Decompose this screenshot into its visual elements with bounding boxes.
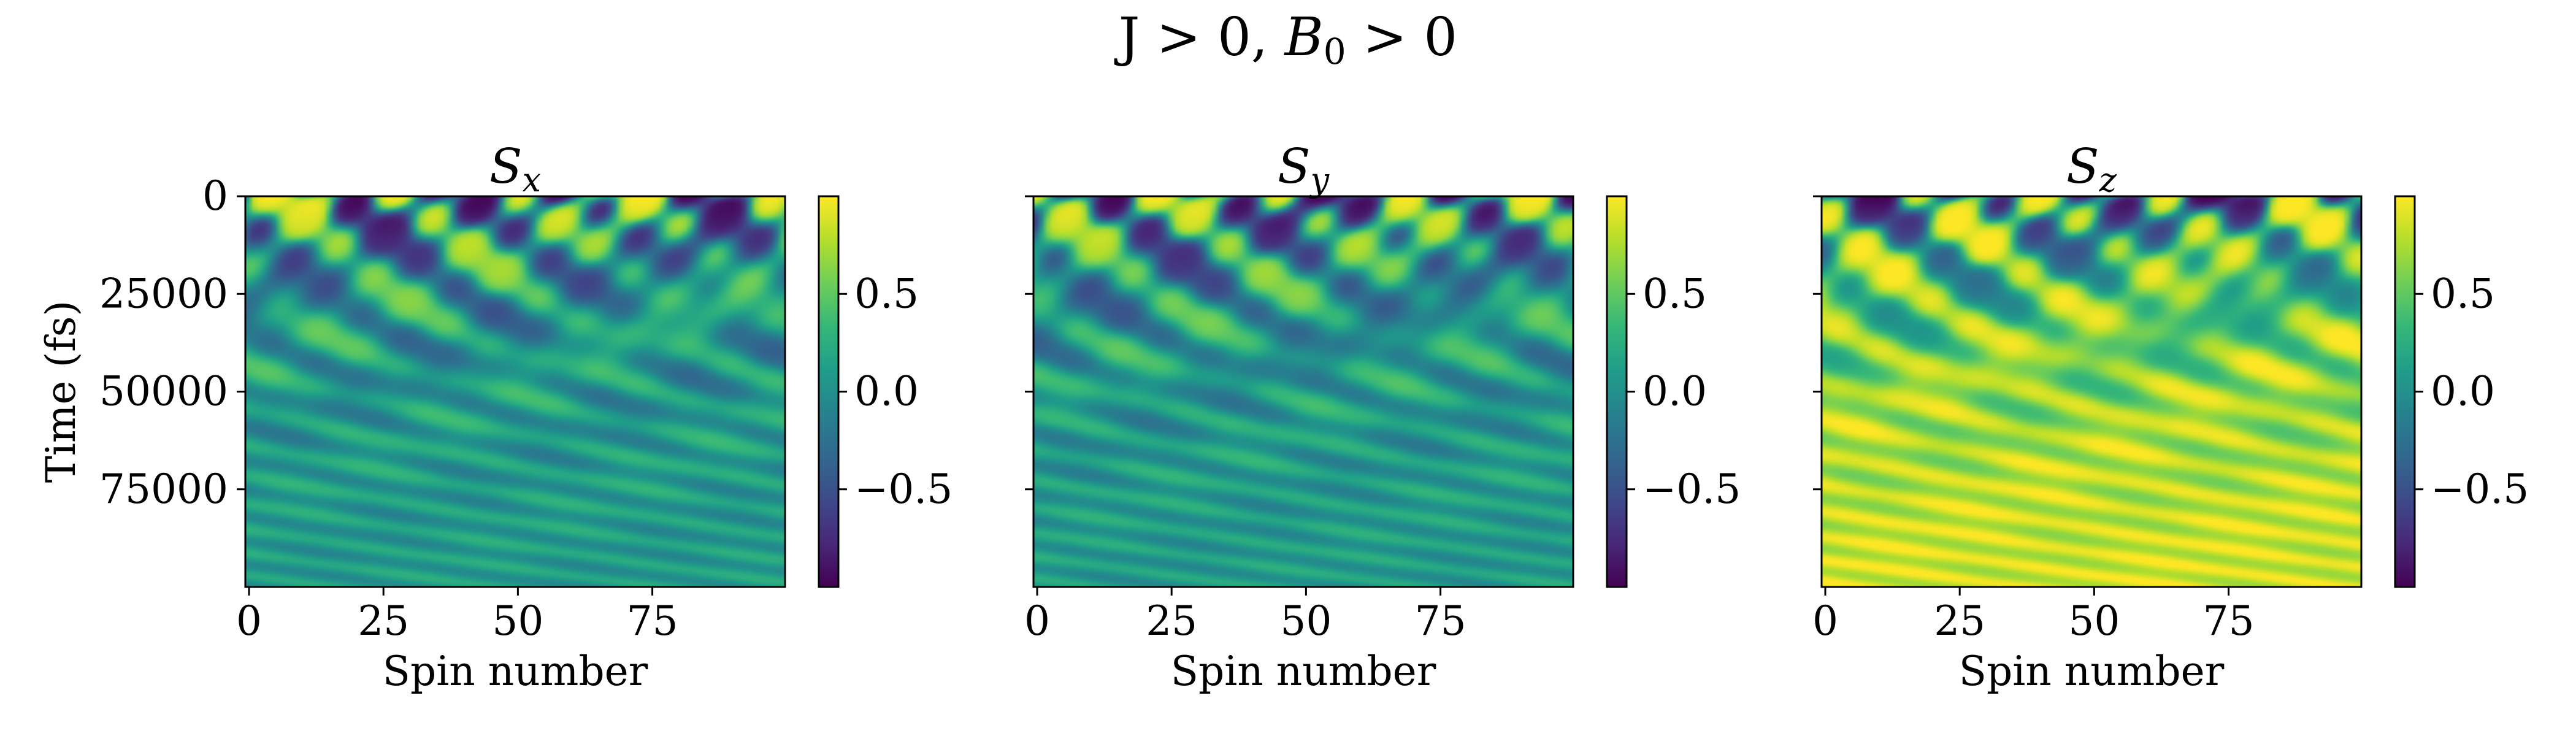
y-tick-label: 25000 xyxy=(99,270,228,317)
panel-title: Sx xyxy=(489,139,541,199)
colorbar xyxy=(2394,195,2416,588)
panel-title-base: S xyxy=(2066,139,2099,194)
x-tick-label: 75 xyxy=(1415,597,1466,645)
figure-title-subscript: 0 xyxy=(1324,31,1346,72)
x-tick-label: 50 xyxy=(492,597,543,645)
figure-title: J > 0, B0 > 0 xyxy=(1114,7,1457,72)
colorbar-tick-label: 0.0 xyxy=(854,368,919,415)
x-tick-label: 25 xyxy=(1146,597,1197,645)
x-tick-label: 50 xyxy=(2068,597,2120,645)
y-tick-label: 75000 xyxy=(99,466,228,513)
colorbar xyxy=(1606,195,1628,588)
x-tick-label: 75 xyxy=(2203,597,2255,645)
y-axis-label: Time (fs) xyxy=(37,301,85,483)
panel-title-subscript: x xyxy=(522,161,540,199)
colorbar xyxy=(818,195,840,588)
panel-title-base: S xyxy=(489,139,522,194)
figure-title-variable: B xyxy=(1284,7,1324,68)
x-tick-label: 75 xyxy=(627,597,678,645)
panel-title-subscript: z xyxy=(2098,161,2117,199)
colorbar-tick-label: 0.5 xyxy=(1643,270,1707,317)
figure-title-prefix: J > 0, xyxy=(1114,7,1285,68)
heatmap-image xyxy=(245,196,785,587)
heatmap-image xyxy=(1033,196,1573,587)
colorbar-tick-label: −0.5 xyxy=(1643,466,1741,513)
x-tick-label: 25 xyxy=(1934,597,1985,645)
x-tick-label: 0 xyxy=(236,597,262,645)
colorbar-tick-label: 0.0 xyxy=(1643,368,1707,415)
heatmap-image xyxy=(1822,196,2361,587)
colorbar-tick-label: 0.0 xyxy=(2431,368,2495,415)
x-tick-label: 50 xyxy=(1280,597,1332,645)
colorbar-tick-label: −0.5 xyxy=(854,466,953,513)
colorbar-tick-label: 0.5 xyxy=(854,270,919,317)
panel-title: Sz xyxy=(2066,139,2117,199)
panel-title-subscript: y xyxy=(1309,161,1330,199)
x-axis-label: Spin number xyxy=(1959,648,2225,695)
y-tick-label: 50000 xyxy=(99,368,228,415)
x-axis-label: Spin number xyxy=(383,648,648,695)
colorbar-tick-label: 0.5 xyxy=(2431,270,2495,317)
x-axis-label: Spin number xyxy=(1171,648,1436,695)
colorbar-tick-label: −0.5 xyxy=(2431,466,2529,513)
panel-title: Sy xyxy=(1278,139,1330,199)
figure-title-suffix: > 0 xyxy=(1346,7,1457,68)
y-tick-label: 0 xyxy=(202,172,228,220)
x-tick-label: 0 xyxy=(1812,597,1838,645)
panel-title-base: S xyxy=(1278,139,1310,194)
x-tick-label: 0 xyxy=(1024,597,1050,645)
x-tick-label: 25 xyxy=(358,597,409,645)
